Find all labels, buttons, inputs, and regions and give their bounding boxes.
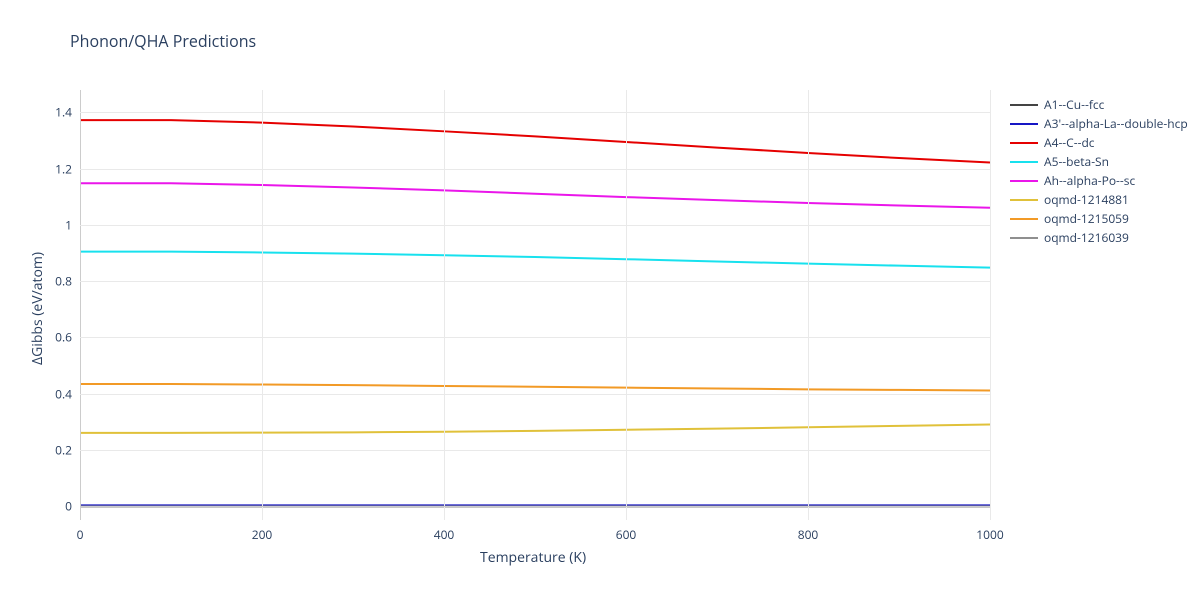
y-tick-label: 0.8 xyxy=(32,273,72,290)
y-grid-line xyxy=(80,394,990,395)
legend-label: A1--Cu--fcc xyxy=(1044,96,1104,113)
legend-item[interactable]: A4--C--dc xyxy=(1010,133,1188,152)
legend-swatch xyxy=(1010,161,1038,163)
legend-swatch xyxy=(1010,199,1038,201)
y-tick-label: 1.2 xyxy=(32,160,72,177)
x-grid-line xyxy=(626,90,627,520)
y-grid-line xyxy=(80,112,990,113)
x-tick-label: 800 xyxy=(798,526,819,543)
x-grid-line xyxy=(808,90,809,520)
legend-swatch xyxy=(1010,218,1038,220)
series-line[interactable] xyxy=(80,384,990,390)
legend-item[interactable]: oqmd-1216039 xyxy=(1010,228,1188,247)
legend-label: Ah--alpha-Po--sc xyxy=(1044,172,1135,189)
legend-item[interactable]: oqmd-1215059 xyxy=(1010,209,1188,228)
legend: A1--Cu--fcc A3'--alpha-La--double-hcp A4--… xyxy=(1010,95,1188,247)
legend-item[interactable]: oqmd-1214881 xyxy=(1010,190,1188,209)
series-line[interactable] xyxy=(80,183,990,207)
y-tick-label: 0.4 xyxy=(32,385,72,402)
legend-swatch xyxy=(1010,123,1038,125)
y-grid-line xyxy=(80,169,990,170)
x-tick-label: 1000 xyxy=(976,526,1003,543)
y-axis-title: ΔGibbs (eV/atom) xyxy=(28,252,47,365)
x-grid-line xyxy=(262,90,263,520)
y-tick-label: 0.2 xyxy=(32,441,72,458)
x-tick-label: 600 xyxy=(616,526,637,543)
y-grid-line xyxy=(80,281,990,282)
y-tick-label: 1.4 xyxy=(32,104,72,121)
y-tick-label: 1 xyxy=(32,216,72,233)
legend-swatch xyxy=(1010,180,1038,182)
series-line[interactable] xyxy=(80,120,990,162)
legend-swatch xyxy=(1010,104,1038,106)
legend-item[interactable]: Ah--alpha-Po--sc xyxy=(1010,171,1188,190)
x-grid-line xyxy=(80,90,81,520)
y-grid-line xyxy=(80,225,990,226)
x-grid-line xyxy=(444,90,445,520)
legend-label: A5--beta-Sn xyxy=(1044,153,1109,170)
x-tick-label: 0 xyxy=(77,526,84,543)
x-tick-label: 400 xyxy=(434,526,455,543)
legend-label: A3'--alpha-La--double-hcp xyxy=(1044,115,1188,132)
legend-label: A4--C--dc xyxy=(1044,134,1095,151)
legend-label: oqmd-1215059 xyxy=(1044,210,1129,227)
legend-label: oqmd-1214881 xyxy=(1044,191,1129,208)
chart-container: Phonon/QHA Predictions Temperature (K) Δ… xyxy=(0,0,1200,600)
x-axis-title: Temperature (K) xyxy=(480,548,586,567)
x-grid-line xyxy=(990,90,991,520)
legend-label: oqmd-1216039 xyxy=(1044,229,1129,246)
legend-swatch xyxy=(1010,142,1038,144)
series-lines xyxy=(0,0,1200,600)
legend-item[interactable]: A5--beta-Sn xyxy=(1010,152,1188,171)
legend-item[interactable]: A1--Cu--fcc xyxy=(1010,95,1188,114)
y-tick-label: 0.6 xyxy=(32,329,72,346)
y-grid-line xyxy=(80,506,990,507)
legend-item[interactable]: A3'--alpha-La--double-hcp xyxy=(1010,114,1188,133)
y-grid-line xyxy=(80,450,990,451)
series-line[interactable] xyxy=(80,252,990,268)
y-grid-line xyxy=(80,337,990,338)
y-tick-label: 0 xyxy=(32,497,72,514)
series-line[interactable] xyxy=(80,424,990,432)
legend-swatch xyxy=(1010,237,1038,239)
x-tick-label: 200 xyxy=(252,526,273,543)
